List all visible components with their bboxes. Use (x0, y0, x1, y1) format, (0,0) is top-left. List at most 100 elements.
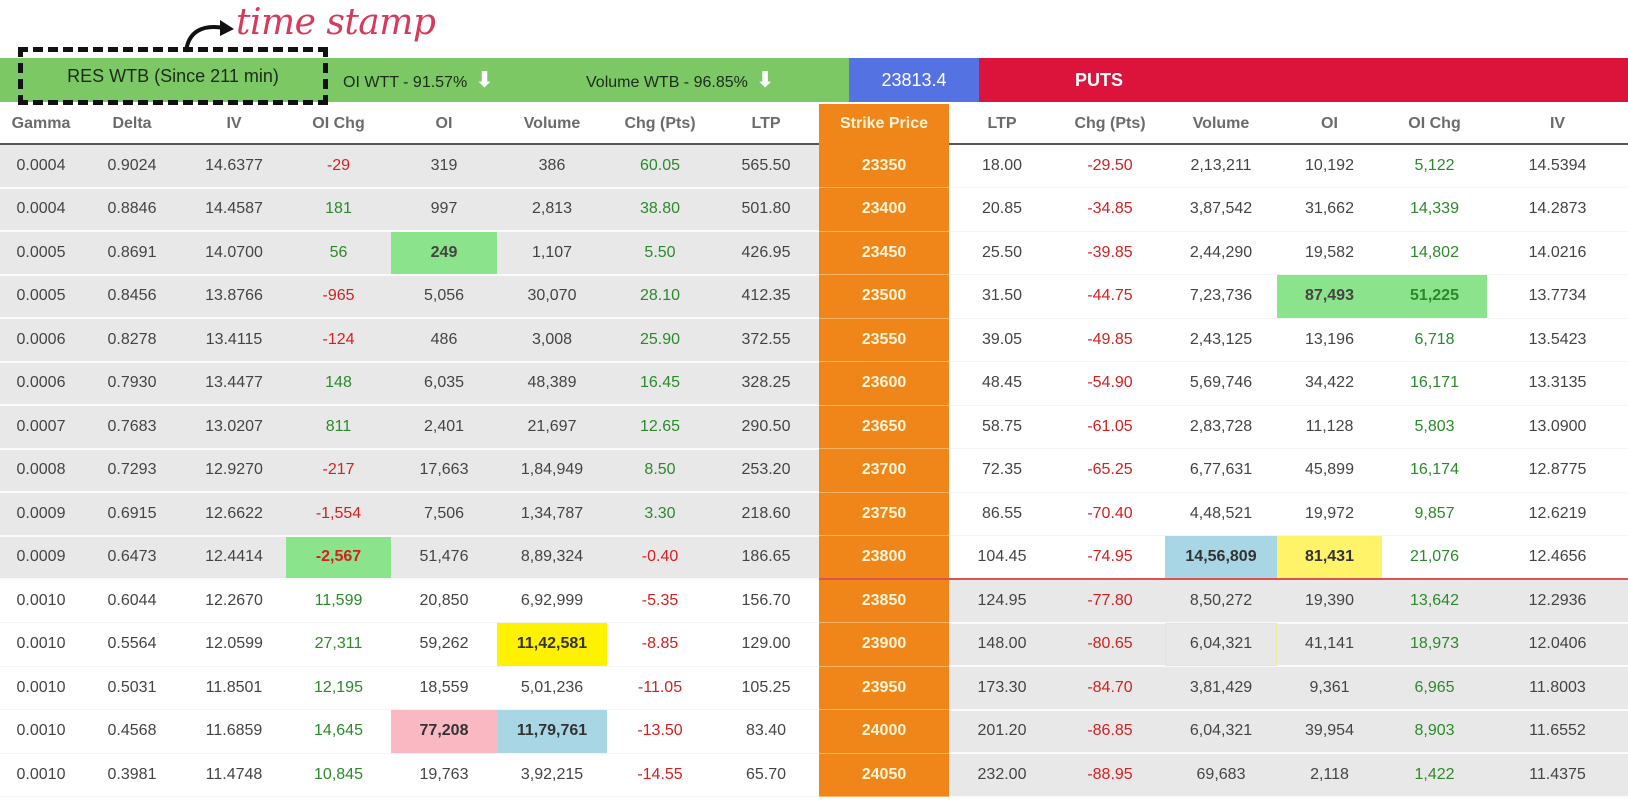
col-gamma[interactable]: Gamma (0, 104, 82, 145)
put-iv-cell: 12.8775 (1487, 448, 1628, 493)
delta-cell: 0.6473 (82, 535, 182, 580)
put-oi-cell: 2,118 (1277, 753, 1382, 798)
strike-price-cell: 23350 (819, 144, 949, 188)
col-call-volume[interactable]: Volume (497, 104, 607, 145)
col-put-chg[interactable]: Chg (Pts) (1055, 104, 1165, 145)
put-iv-cell: 13.3135 (1487, 361, 1628, 406)
put-oi-chg-cell: 5,803 (1382, 405, 1487, 449)
put-oi-chg-cell: 6,965 (1382, 666, 1487, 711)
call-iv-cell: 12.0599 (182, 622, 286, 667)
strike-price-cell: 23850 (819, 579, 949, 623)
delta-cell: 0.7683 (82, 405, 182, 450)
put-iv-cell: 13.7734 (1487, 274, 1628, 319)
call-chg-cell: 3.30 (607, 492, 713, 537)
col-strike-price[interactable]: Strike Price (819, 104, 949, 145)
put-chg-cell: -44.75 (1055, 274, 1165, 319)
strike-price-cell: 23550 (819, 318, 949, 362)
call-ltp-cell: 290.50 (713, 405, 819, 450)
put-ltp-cell: 25.50 (949, 231, 1055, 275)
table-row[interactable]: 0.0010 0.6044 12.2670 11,599 20,850 6,92,999-… (0, 579, 1628, 624)
strike-price-cell: 23500 (819, 274, 949, 319)
put-iv-cell: 14.0216 (1487, 231, 1628, 275)
col-call-chg[interactable]: Chg (Pts) (607, 104, 713, 145)
put-oi-chg-cell: 5,122 (1382, 144, 1487, 188)
delta-cell: 0.5031 (82, 666, 182, 710)
put-chg-cell: -49.85 (1055, 318, 1165, 362)
table-row[interactable]: 0.0004 0.8846 14.4587 181 997 2,813 38.80 501.8… (0, 187, 1628, 232)
call-volume-cell: 3,008 (497, 318, 607, 363)
put-oi-chg-cell: 21,076 (1382, 535, 1487, 580)
col-put-oi-chg[interactable]: OI Chg (1382, 104, 1487, 145)
table-row[interactable]: 0.0010 0.5031 11.8501 12,195 18,559 5,01,236-… (0, 666, 1628, 711)
table-row[interactable]: 0.0004 0.9024 14.6377 -29 319 386 60.05 565.50 2… (0, 144, 1628, 189)
call-iv-cell: 13.0207 (182, 405, 286, 450)
col-put-ltp[interactable]: LTP (949, 104, 1055, 145)
col-call-iv[interactable]: IV (182, 104, 286, 145)
put-iv-cell: 11.6552 (1487, 709, 1628, 754)
table-row[interactable]: 0.0010 0.5564 12.0599 27,311 59,262 11,42,581… (0, 622, 1628, 667)
table-row[interactable]: 0.0006 0.7930 13.4477 148 6,035 48,389 16.45 32… (0, 361, 1628, 406)
strike-price-cell: 23750 (819, 492, 949, 536)
call-chg-cell: 60.05 (607, 144, 713, 189)
table-row[interactable]: 0.0008 0.7293 12.9270 -217 17,663 1,84,949 8.5… (0, 448, 1628, 493)
call-volume-cell: 2,813 (497, 187, 607, 232)
delta-cell: 0.4568 (82, 709, 182, 754)
put-volume-cell: 8,50,272 (1165, 579, 1277, 624)
put-chg-cell: -61.05 (1055, 405, 1165, 449)
call-oi-cell: 77,208 (391, 709, 497, 754)
call-ltp-cell: 426.95 (713, 231, 819, 276)
gamma-cell: 0.0006 (0, 361, 82, 406)
put-ltp-cell: 201.20 (949, 709, 1055, 754)
call-ltp-cell: 105.25 (713, 666, 819, 710)
put-volume-cell: 5,69,746 (1165, 361, 1277, 406)
put-chg-cell: -80.65 (1055, 622, 1165, 667)
call-volume-cell: 11,79,761 (497, 709, 607, 754)
table-row[interactable]: 0.0005 0.8691 14.0700 56 249 1,107 5.50 426.95 2… (0, 231, 1628, 276)
call-volume-cell: 1,34,787 (497, 492, 607, 537)
col-put-iv[interactable]: IV (1487, 104, 1628, 145)
put-oi-chg-cell: 1,422 (1382, 753, 1487, 798)
call-chg-cell: 16.45 (607, 361, 713, 406)
delta-cell: 0.6915 (82, 492, 182, 537)
option-chain-table: Gamma Delta IV OI Chg OI Volume Chg (Pts… (0, 104, 1628, 798)
put-chg-cell: -86.85 (1055, 709, 1165, 754)
calls-summary: OI WTT - 91.57% ⬇ Volume WTB - 96.85% ⬇ (0, 58, 849, 102)
put-volume-cell: 6,04,321 (1165, 709, 1277, 754)
col-delta[interactable]: Delta (82, 104, 182, 145)
strike-price-cell: 23600 (819, 361, 949, 406)
gamma-cell: 0.0010 (0, 622, 82, 667)
col-call-oi[interactable]: OI (391, 104, 497, 145)
table-row[interactable]: 0.0006 0.8278 13.4115 -124 486 3,008 25.90 372.… (0, 318, 1628, 363)
table-row[interactable]: 0.0007 0.7683 13.0207 811 2,401 21,697 12.65 29… (0, 405, 1628, 450)
put-ltp-cell: 18.00 (949, 144, 1055, 188)
col-call-oi-chg[interactable]: OI Chg (286, 104, 391, 145)
table-row[interactable]: 0.0009 0.6473 12.4414 -2,567 51,476 8,89,324-… (0, 535, 1628, 580)
put-volume-cell: 2,83,728 (1165, 405, 1277, 449)
put-oi-cell: 13,196 (1277, 318, 1382, 362)
table-row[interactable]: 0.0009 0.6915 12.6622 -1,554 7,506 1,34,787 3.… (0, 492, 1628, 537)
call-volume-cell: 30,070 (497, 274, 607, 319)
table-row[interactable]: 0.0010 0.4568 11.6859 14,645 77,208 11,79,761… (0, 709, 1628, 754)
col-put-volume[interactable]: Volume (1165, 104, 1277, 145)
table-row[interactable]: 0.0005 0.8456 13.8766 -965 5,056 30,070 28.10 4… (0, 274, 1628, 319)
put-ltp-cell: 232.00 (949, 753, 1055, 798)
arrow-down-icon: ⬇ (475, 67, 494, 92)
call-iv-cell: 13.4477 (182, 361, 286, 406)
table-row[interactable]: 0.0010 0.3981 11.4748 10,845 19,763 3,92,215-… (0, 753, 1628, 798)
put-volume-cell: 2,43,125 (1165, 318, 1277, 362)
delta-cell: 0.9024 (82, 144, 182, 189)
column-header-row: Gamma Delta IV OI Chg OI Volume Chg (Pts… (0, 104, 1628, 145)
call-oi-cell: 19,763 (391, 753, 497, 797)
call-oi-cell: 249 (391, 231, 497, 276)
delta-cell: 0.8278 (82, 318, 182, 363)
put-volume-cell: 4,48,521 (1165, 492, 1277, 536)
call-chg-cell: 38.80 (607, 187, 713, 232)
call-chg-cell: 8.50 (607, 448, 713, 493)
put-ltp-cell: 104.45 (949, 535, 1055, 580)
put-chg-cell: -74.95 (1055, 535, 1165, 580)
col-put-oi[interactable]: OI (1277, 104, 1382, 145)
call-oi-chg-cell: -965 (286, 274, 391, 319)
call-oi-cell: 997 (391, 187, 497, 232)
col-call-ltp[interactable]: LTP (713, 104, 819, 145)
call-oi-cell: 18,559 (391, 666, 497, 710)
